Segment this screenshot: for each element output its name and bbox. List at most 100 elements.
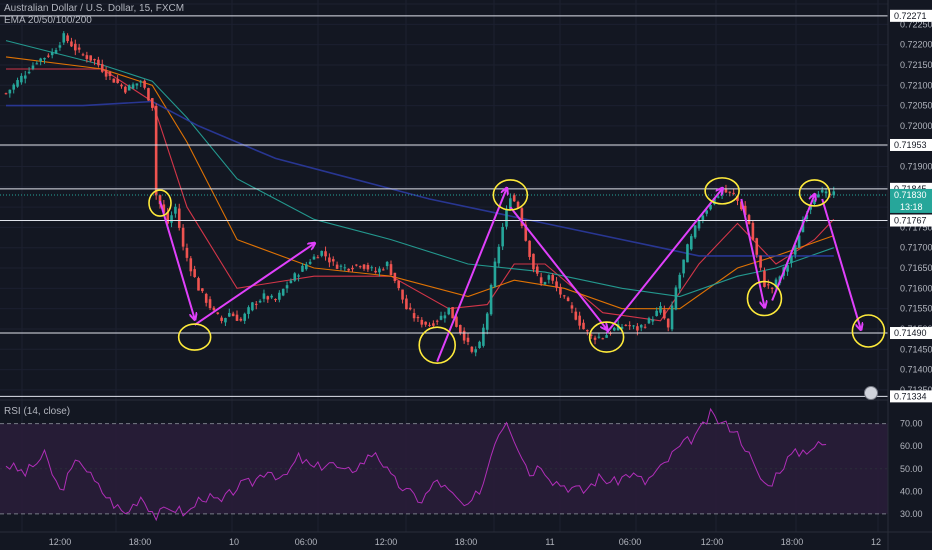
candle xyxy=(666,318,670,332)
candle-body xyxy=(512,195,516,202)
annotation-circle-7 xyxy=(746,280,783,317)
candle xyxy=(559,283,562,298)
annotation-arrow-6 xyxy=(740,198,764,307)
price-tick-label: 0.71350 xyxy=(900,385,932,395)
candle xyxy=(412,308,416,322)
rsi-tick-label: 40.00 xyxy=(900,486,923,496)
candle xyxy=(378,266,381,277)
candle-body xyxy=(143,80,146,88)
candle xyxy=(674,285,678,311)
horizontal-levels[interactable] xyxy=(0,15,888,397)
candle-body xyxy=(813,200,816,204)
candle-body xyxy=(820,190,824,193)
candle-body xyxy=(339,265,343,267)
candle-body xyxy=(235,314,239,321)
level-badge-6 xyxy=(890,390,932,403)
candle xyxy=(154,103,158,200)
candle xyxy=(489,283,493,316)
candle xyxy=(370,265,374,272)
candle-body xyxy=(539,277,543,284)
candle-body xyxy=(312,256,316,260)
annotation-arrow-8 xyxy=(821,198,861,329)
candle-body xyxy=(690,236,693,250)
candle xyxy=(251,301,254,312)
candle xyxy=(220,315,223,324)
symbol-title[interactable]: Australian Dollar / U.S. Dollar, 15, FXC… xyxy=(4,3,185,14)
annotation-circle-4 xyxy=(492,179,529,211)
candle xyxy=(23,70,27,84)
candle xyxy=(663,305,666,320)
candle xyxy=(112,78,116,83)
candle xyxy=(66,33,69,44)
candle-body xyxy=(208,299,212,309)
candle-body xyxy=(174,206,177,214)
candle xyxy=(224,317,227,326)
candle xyxy=(16,77,19,88)
candle-body xyxy=(47,55,50,57)
price-tick-label: 0.71450 xyxy=(900,344,932,354)
candle-body xyxy=(443,315,447,319)
candle xyxy=(127,84,131,91)
candle xyxy=(693,225,697,239)
candle-body xyxy=(355,264,358,266)
annotation-circle-3 xyxy=(418,326,457,365)
candle xyxy=(20,73,23,85)
candle xyxy=(331,256,335,266)
rsi-label[interactable]: RSI (14, close) xyxy=(4,406,71,417)
candle xyxy=(358,265,362,269)
candle xyxy=(351,265,354,272)
candle-body xyxy=(331,259,335,262)
time-tick-label: 10 xyxy=(229,537,239,547)
candle xyxy=(197,276,200,291)
candle xyxy=(139,79,143,88)
time-tick-label: 12:00 xyxy=(701,537,724,547)
candle xyxy=(185,243,189,262)
candle xyxy=(4,92,8,95)
candle-body xyxy=(23,75,27,79)
price-tick-label: 0.72250 xyxy=(900,19,932,29)
candle xyxy=(786,263,789,276)
candle-body xyxy=(589,334,593,336)
candle xyxy=(466,333,470,346)
candle xyxy=(597,332,601,339)
candle xyxy=(670,301,674,332)
candle-body xyxy=(636,326,639,331)
candle-body xyxy=(459,324,462,333)
candle xyxy=(77,43,81,53)
annotation-arrow-2 xyxy=(194,244,314,326)
candle-body xyxy=(516,201,520,209)
candle xyxy=(8,89,12,98)
candle xyxy=(289,278,293,284)
candle-body xyxy=(562,295,566,297)
candle xyxy=(393,272,397,284)
candle-body xyxy=(258,300,262,303)
candle-body xyxy=(578,315,581,326)
candle-body xyxy=(74,43,77,51)
candle-body xyxy=(131,84,135,89)
candle xyxy=(274,298,277,303)
candle-body xyxy=(12,84,15,90)
candle-body xyxy=(586,330,589,332)
candle xyxy=(297,273,300,282)
drawings[interactable] xyxy=(148,177,886,365)
rsi-tick-label: 70.00 xyxy=(900,419,923,429)
candle-body xyxy=(97,59,100,66)
candle-body xyxy=(193,269,196,278)
candle-body xyxy=(297,275,300,277)
time-tick-label: 06:00 xyxy=(295,537,318,547)
candle-body xyxy=(747,215,751,224)
candle xyxy=(231,311,235,317)
candle-body xyxy=(713,198,716,205)
indicator-label[interactable]: EMA 20/50/100/200 xyxy=(4,15,92,26)
candle-body xyxy=(366,264,370,270)
candle xyxy=(70,37,73,48)
candle-body xyxy=(50,52,54,56)
candle-body xyxy=(647,318,651,324)
candle xyxy=(574,307,578,321)
alert-badge[interactable] xyxy=(864,386,878,400)
candle-body xyxy=(243,313,246,321)
current-price-badge xyxy=(890,188,932,213)
candle xyxy=(817,191,820,198)
candle xyxy=(547,274,551,284)
